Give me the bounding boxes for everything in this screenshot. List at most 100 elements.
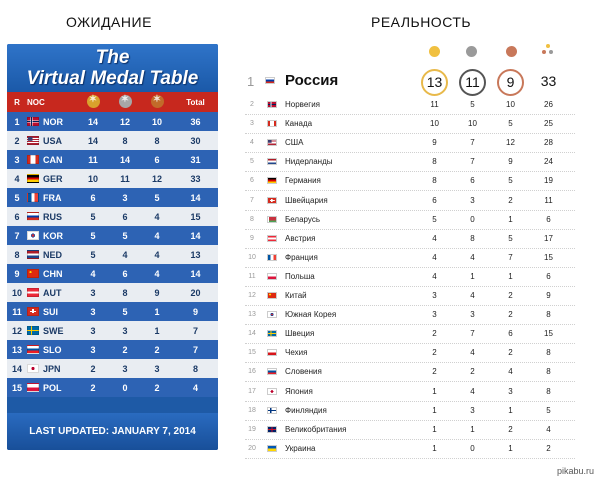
noc-cell: USA: [27, 136, 77, 146]
bronze-cell: 6: [154, 154, 160, 165]
gold-cell: 3: [90, 325, 96, 336]
rank-cell: 15: [11, 382, 22, 393]
flag-icon: [267, 272, 277, 280]
bronze-cell: 4: [154, 249, 160, 260]
gold-cell: 3: [432, 310, 437, 320]
silver-cell: 6: [122, 268, 128, 279]
country-name: Франция: [285, 252, 318, 262]
rank-cell: 11: [248, 272, 256, 280]
gold-medal-icon: [86, 94, 100, 108]
gold-cell: 14: [87, 116, 98, 127]
virtual-table-row: 4 GER 10 11 12 33: [7, 169, 218, 188]
total-medals-icon: [542, 44, 554, 56]
virtual-table-row: 7 KOR 5 5 4 14: [7, 226, 218, 245]
virtual-table-title-line1: The: [95, 47, 130, 68]
virtual-table-column-header: R NOC Total: [7, 92, 218, 112]
rank-cell: 8: [250, 215, 254, 223]
virtual-table-row: 12 SWE 3 3 1 7: [7, 321, 218, 340]
reality-table-row: 9 Австрия 4 8 5 17: [245, 230, 575, 249]
total-cell: 13: [190, 249, 201, 260]
bronze-cell: 4: [154, 268, 160, 279]
silver-cell: 3: [470, 310, 475, 320]
flag-icon: [27, 326, 39, 335]
country-name: Австрия: [285, 233, 316, 243]
virtual-medal-table: The Virtual Medal Table R NOC Total 1 NOR…: [7, 44, 218, 450]
reality-table-row: 18 Финляндия 1 3 1 5: [245, 402, 575, 421]
bronze-cell: 7: [508, 252, 513, 262]
bronze-cell: 9: [508, 157, 513, 167]
silver-cell: 12: [119, 116, 130, 127]
noc-cell: GER: [27, 174, 77, 184]
silver-cell: 4: [470, 252, 475, 262]
caption-reality: РЕАЛЬНОСТЬ: [371, 14, 472, 30]
noc-cell: KOR: [27, 231, 77, 241]
bronze-medal-icon: [506, 46, 517, 57]
country-name: Украина: [285, 443, 316, 453]
reality-table-row: 7 Швейцария 6 3 2 11: [245, 192, 575, 211]
country-name: Канада: [285, 119, 313, 129]
rank-cell: 20: [248, 444, 256, 452]
rank-cell: 5: [250, 158, 254, 166]
leader-row: 1 Россия 13 11 9 33: [245, 68, 575, 96]
silver-cell: 2: [122, 344, 128, 355]
gold-cell: 5: [432, 214, 437, 224]
reality-table-row: 10 Франция 4 4 7 15: [245, 249, 575, 268]
gold-cell: 10: [87, 173, 98, 184]
flag-icon: [267, 196, 277, 204]
gold-cell: 4: [432, 271, 437, 281]
total-cell: 28: [544, 138, 553, 148]
gold-cell: 14: [87, 135, 98, 146]
last-updated-footer: LAST UPDATED: JANUARY 7, 2014: [7, 413, 218, 450]
gold-cell: 2: [432, 329, 437, 339]
noc-code: GER: [43, 173, 63, 184]
rank-cell: 14: [248, 330, 256, 338]
virtual-table-row: 9 CHN 4 6 4 14: [7, 264, 218, 283]
total-cell: 8: [546, 386, 551, 396]
silver-cell: 5: [470, 100, 475, 109]
bronze-cell: 1: [508, 443, 513, 453]
noc-code: KOR: [43, 230, 63, 241]
flag-icon: [27, 136, 39, 145]
gold-cell: 4: [432, 233, 437, 243]
flag-icon: [267, 215, 277, 223]
bronze-cell: 2: [508, 310, 513, 320]
bronze-cell: 5: [154, 192, 160, 203]
leader-country: Россия: [285, 72, 339, 89]
flag-icon: [27, 155, 39, 164]
gold-cell: 8: [432, 157, 437, 167]
total-cell: 8: [546, 367, 551, 377]
gold-cell: 5: [90, 249, 96, 260]
silver-cell: 6: [470, 176, 475, 186]
noc-code: FRA: [43, 192, 62, 203]
rank-cell: 2: [250, 101, 254, 108]
reality-table-row: 14 Швеция 2 7 6 15: [245, 325, 575, 345]
total-cell: 7: [192, 344, 198, 355]
gold-cell: 1: [432, 443, 437, 453]
rank-cell: 7: [14, 230, 20, 241]
bronze-cell: 1: [508, 214, 513, 224]
noc-code: POL: [43, 382, 62, 393]
reality-table-row: 5 Нидерланды 8 7 9 24: [245, 153, 575, 173]
country-name: Норвегия: [285, 100, 321, 109]
rank-cell: 12: [11, 325, 22, 336]
bronze-cell: 4: [154, 211, 160, 222]
gold-cell: 4: [90, 268, 96, 279]
rank-cell: 13: [248, 311, 256, 319]
flag-icon: [267, 387, 277, 395]
leader-gold-count: 13: [421, 69, 448, 96]
flag-icon: [27, 288, 39, 297]
noc-cell: AUT: [27, 288, 77, 298]
flag-icon: [267, 253, 277, 261]
bronze-cell: 12: [506, 138, 515, 148]
noc-code: USA: [43, 135, 63, 146]
rank-cell: 18: [248, 406, 256, 414]
flag-icon: [267, 425, 277, 433]
total-cell: 24: [544, 157, 553, 167]
total-cell: 4: [192, 382, 198, 393]
rank-cell: 19: [248, 425, 256, 433]
country-name: Беларусь: [285, 214, 320, 224]
total-cell: 15: [544, 329, 553, 339]
bronze-cell: 10: [506, 100, 515, 109]
bronze-cell: 1: [508, 271, 513, 281]
gold-cell: 5: [90, 230, 96, 241]
